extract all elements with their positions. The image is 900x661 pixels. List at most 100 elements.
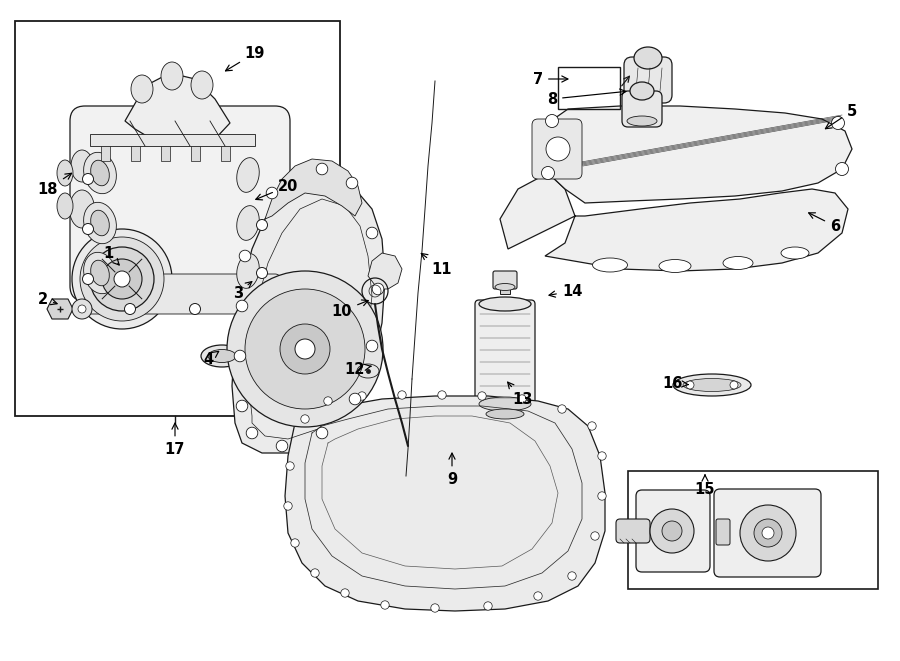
Ellipse shape — [91, 210, 109, 236]
Text: 16: 16 — [662, 375, 688, 391]
Circle shape — [114, 271, 130, 287]
Ellipse shape — [201, 345, 243, 367]
Circle shape — [546, 137, 570, 161]
Circle shape — [832, 116, 844, 130]
Text: 1: 1 — [103, 245, 119, 265]
FancyBboxPatch shape — [624, 57, 672, 103]
Ellipse shape — [84, 253, 116, 293]
Circle shape — [381, 601, 389, 609]
Bar — [628, 471, 878, 589]
FancyBboxPatch shape — [532, 119, 582, 179]
Circle shape — [740, 505, 796, 561]
FancyBboxPatch shape — [85, 274, 280, 314]
Circle shape — [72, 299, 92, 319]
Circle shape — [518, 395, 526, 403]
Circle shape — [650, 509, 694, 553]
Ellipse shape — [69, 190, 94, 228]
Circle shape — [398, 391, 406, 399]
Circle shape — [686, 381, 694, 389]
Bar — [101, 146, 110, 161]
Circle shape — [316, 163, 328, 175]
Text: 5: 5 — [825, 104, 857, 129]
Circle shape — [301, 415, 310, 423]
Ellipse shape — [191, 71, 213, 99]
Text: 20: 20 — [256, 178, 298, 200]
Ellipse shape — [634, 47, 662, 69]
Circle shape — [358, 392, 366, 400]
Circle shape — [730, 381, 738, 389]
Circle shape — [83, 274, 94, 284]
Circle shape — [346, 177, 358, 189]
Text: 3: 3 — [233, 282, 252, 301]
Circle shape — [542, 167, 554, 180]
Text: 10: 10 — [332, 300, 368, 319]
Circle shape — [437, 391, 446, 399]
Text: 13: 13 — [508, 382, 532, 407]
PathPatch shape — [368, 253, 402, 289]
Ellipse shape — [479, 297, 531, 311]
Circle shape — [245, 289, 365, 409]
Circle shape — [190, 303, 201, 315]
PathPatch shape — [500, 173, 848, 271]
Text: 4: 4 — [202, 352, 219, 366]
FancyBboxPatch shape — [716, 519, 730, 545]
Ellipse shape — [208, 350, 236, 362]
PathPatch shape — [538, 106, 852, 203]
Bar — [90, 134, 255, 146]
Text: 19: 19 — [226, 46, 266, 71]
Circle shape — [256, 268, 267, 278]
Bar — [191, 146, 200, 161]
Ellipse shape — [84, 152, 116, 194]
Circle shape — [72, 229, 172, 329]
PathPatch shape — [125, 73, 230, 143]
Circle shape — [568, 572, 576, 580]
Circle shape — [83, 173, 94, 184]
Text: 17: 17 — [165, 423, 185, 457]
Ellipse shape — [91, 260, 109, 286]
Ellipse shape — [479, 397, 531, 411]
Ellipse shape — [71, 150, 93, 182]
PathPatch shape — [232, 179, 385, 453]
FancyBboxPatch shape — [622, 91, 662, 127]
Circle shape — [598, 492, 607, 500]
Ellipse shape — [84, 202, 116, 244]
Ellipse shape — [659, 260, 691, 272]
PathPatch shape — [265, 159, 362, 219]
Circle shape — [341, 589, 349, 597]
FancyBboxPatch shape — [493, 271, 517, 289]
Circle shape — [80, 237, 164, 321]
Ellipse shape — [495, 284, 515, 290]
Ellipse shape — [723, 256, 753, 270]
Ellipse shape — [237, 254, 259, 288]
FancyBboxPatch shape — [475, 300, 535, 408]
Ellipse shape — [91, 160, 109, 186]
Circle shape — [286, 462, 294, 470]
Text: 2: 2 — [38, 292, 57, 307]
Ellipse shape — [237, 158, 259, 192]
Circle shape — [558, 405, 566, 413]
Circle shape — [588, 422, 596, 430]
Ellipse shape — [161, 62, 183, 90]
Text: 9: 9 — [447, 453, 457, 486]
Circle shape — [256, 219, 267, 231]
Ellipse shape — [630, 82, 654, 100]
Text: 14: 14 — [549, 284, 582, 299]
Circle shape — [484, 602, 492, 610]
FancyBboxPatch shape — [70, 106, 290, 301]
Ellipse shape — [237, 206, 259, 241]
Circle shape — [545, 114, 559, 128]
Ellipse shape — [781, 247, 809, 259]
Circle shape — [124, 303, 136, 315]
Circle shape — [78, 305, 86, 313]
Ellipse shape — [57, 160, 73, 186]
FancyBboxPatch shape — [616, 519, 650, 543]
Ellipse shape — [592, 258, 627, 272]
Circle shape — [236, 400, 248, 412]
PathPatch shape — [285, 396, 605, 611]
Text: 11: 11 — [421, 253, 452, 276]
Circle shape — [534, 592, 542, 600]
Circle shape — [276, 440, 288, 452]
Polygon shape — [47, 299, 73, 319]
Ellipse shape — [683, 379, 741, 391]
Circle shape — [310, 569, 320, 577]
